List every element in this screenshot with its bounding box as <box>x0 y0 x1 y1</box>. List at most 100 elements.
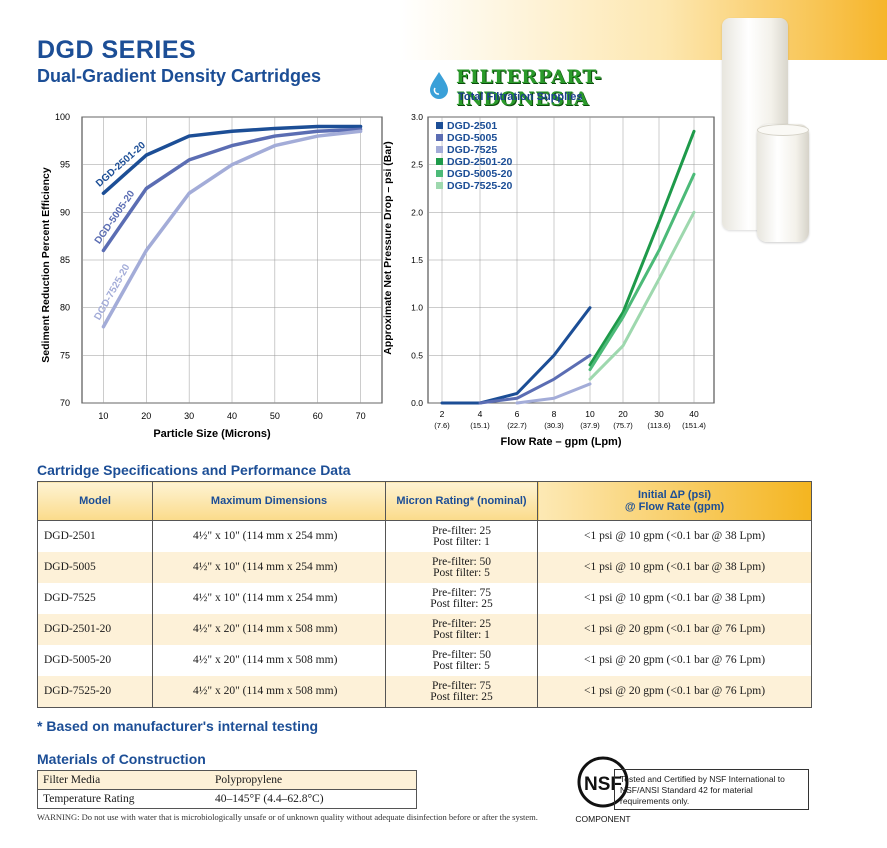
table-row: DGD-7525 4½" x 10" (114 mm x 254 mm) Pre-f… <box>37 583 812 614</box>
x-axis-title: Flow Rate – gpm (Lpm) <box>501 436 622 448</box>
model-cell: DGD-5005-20 <box>37 645 153 676</box>
legend-label: DGD-5005 <box>447 132 497 144</box>
col-header-dp-line1: Initial ΔP (psi) <box>637 489 712 501</box>
dimensions-cell: 4½" x 10" (114 mm x 254 mm) <box>152 552 386 583</box>
micron-cell: Pre-filter: 25 Post filter: 1 <box>385 614 538 645</box>
chart-legend: DGD-2501DGD-5005DGD-7525DGD-2501-20DGD-5… <box>436 120 513 192</box>
x-tick-sublabel: (15.1) <box>470 421 490 430</box>
y-tick-label: 3.0 <box>411 112 423 122</box>
water-drop-icon <box>430 72 448 99</box>
spec-table: Model Maximum Dimensions Micron Rating* … <box>37 481 812 708</box>
x-tick-label: 60 <box>313 411 323 421</box>
table-row: DGD-5005-20 4½" x 20" (114 mm x 508 mm) Pr… <box>37 645 812 676</box>
legend-swatch <box>436 170 443 177</box>
y-tick-label: 95 <box>60 160 70 170</box>
pressure-drop-cell: <1 psi @ 10 gpm (<0.1 bar @ 38 Lpm) <box>537 520 812 552</box>
pre-filter-rating: Pre-filter: 75 <box>431 586 492 599</box>
pre-filter-rating: Pre-filter: 25 <box>431 617 492 630</box>
post-filter-rating: Post filter: 25 <box>430 597 493 610</box>
y-tick-label: 0.0 <box>411 398 423 408</box>
table-row: DGD-5005 4½" x 10" (114 mm x 254 mm) Pre-f… <box>37 552 812 583</box>
legend-swatch <box>436 158 443 165</box>
series-line <box>588 172 696 372</box>
materials-row: Filter Media Polypropylene <box>37 770 417 790</box>
model-cell: DGD-7525 <box>37 583 153 614</box>
micron-cell: Pre-filter: 75 Post filter: 25 <box>385 676 538 708</box>
y-tick-label: 1.5 <box>411 255 423 265</box>
post-filter-rating: Post filter: 5 <box>433 566 490 579</box>
x-tick-label: 30 <box>184 411 194 421</box>
post-filter-rating: Post filter: 1 <box>433 628 490 641</box>
legend-swatch <box>436 122 443 129</box>
legend-label: DGD-7525 <box>447 144 497 156</box>
x-tick-sublabel: (37.9) <box>580 421 600 430</box>
dimensions-cell: 4½" x 10" (114 mm x 254 mm) <box>152 520 386 552</box>
x-tick-sublabel: (151.4) <box>682 421 706 430</box>
table-row: DGD-2501 4½" x 10" (114 mm x 254 mm) Pre-f… <box>37 520 812 552</box>
x-tick-label: 2 <box>440 409 445 419</box>
pre-filter-rating: Pre-filter: 50 <box>431 555 492 568</box>
series-line <box>588 129 696 367</box>
spec-table-header: Model Maximum Dimensions Micron Rating* … <box>37 481 812 521</box>
post-filter-rating: Post filter: 5 <box>433 659 490 672</box>
y-tick-label: 90 <box>60 207 70 217</box>
x-tick-label: 70 <box>356 411 366 421</box>
pressure-drop-cell: <1 psi @ 10 gpm (<0.1 bar @ 38 Lpm) <box>537 583 812 614</box>
series-line <box>101 124 363 196</box>
micron-cell: Pre-filter: 50 Post filter: 5 <box>385 552 538 583</box>
nsf-component-label: COMPONENT <box>575 814 630 824</box>
materials-value: 40–145°F (4.4–62.8°C) <box>210 789 417 809</box>
y-axis-title: Sediment Reduction Percent Efficiency <box>40 167 52 363</box>
efficiency-chart: 10 20 30 40 50 60 70707580859095100DGD-2501-20… <box>40 112 383 440</box>
micron-cell: Pre-filter: 75 Post filter: 25 <box>385 583 538 614</box>
y-tick-label: 70 <box>60 398 70 408</box>
col-header-dp: Initial ΔP (psi) @ Flow Rate (gpm) <box>537 481 812 521</box>
pre-filter-rating: Pre-filter: 75 <box>431 679 492 692</box>
y-tick-label: 2.0 <box>411 207 423 217</box>
dimensions-cell: 4½" x 20" (114 mm x 508 mm) <box>152 614 386 645</box>
y-tick-label: 80 <box>60 303 70 313</box>
y-tick-label: 0.5 <box>411 350 423 360</box>
legend-swatch <box>436 134 443 141</box>
legend-label: DGD-2501 <box>447 120 497 132</box>
spec-section-title: Cartridge Specifications and Performance… <box>37 462 351 478</box>
y-tick-label: 100 <box>55 112 70 122</box>
model-cell: DGD-5005 <box>37 552 153 583</box>
x-axis-title: Particle Size (Microns) <box>153 428 271 440</box>
micron-cell: Pre-filter: 25 Post filter: 1 <box>385 520 538 552</box>
series-line <box>588 210 696 381</box>
table-row: DGD-7525-20 4½" x 20" (114 mm x 508 mm) Pr… <box>37 676 812 708</box>
legend-label: DGD-2501-20 <box>447 156 513 168</box>
dimensions-cell: 4½" x 20" (114 mm x 508 mm) <box>152 676 386 708</box>
materials-label: Temperature Rating <box>37 789 210 809</box>
footnote: * Based on manufacturer's internal testi… <box>37 718 319 734</box>
legend-swatch <box>436 182 443 189</box>
materials-row: Temperature Rating 40–145°F (4.4–62.8°C) <box>37 789 417 809</box>
model-cell: DGD-2501-20 <box>37 614 153 645</box>
post-filter-rating: Post filter: 1 <box>433 535 490 548</box>
x-tick-label: 4 <box>478 409 483 419</box>
col-header-dimensions: Maximum Dimensions <box>152 481 386 521</box>
pressure-drop-cell: <1 psi @ 20 gpm (<0.1 bar @ 76 Lpm) <box>537 676 812 708</box>
y-tick-label: 2.5 <box>411 160 423 170</box>
materials-value: Polypropylene <box>210 770 417 790</box>
model-cell: DGD-7525-20 <box>37 676 153 708</box>
x-tick-label: 10 <box>585 409 595 419</box>
x-tick-label: 8 <box>552 409 557 419</box>
post-filter-rating: Post filter: 25 <box>430 690 493 703</box>
col-header-micron: Micron Rating* (nominal) <box>385 481 538 521</box>
x-tick-label: 40 <box>689 409 699 419</box>
warning-text: WARNING: Do not use with water that is m… <box>37 812 538 822</box>
materials-title: Materials of Construction <box>37 751 206 767</box>
dimensions-cell: 4½" x 10" (114 mm x 254 mm) <box>152 583 386 614</box>
x-tick-label: 10 <box>98 411 108 421</box>
pressure-drop-cell: <1 psi @ 20 gpm (<0.1 bar @ 76 Lpm) <box>537 614 812 645</box>
materials-table: Filter Media Polypropylene Temperature R… <box>37 770 417 809</box>
series-line <box>101 129 363 329</box>
y-tick-label: 75 <box>60 350 70 360</box>
x-tick-label: 20 <box>141 411 151 421</box>
y-tick-label: 85 <box>60 255 70 265</box>
table-row: DGD-2501-20 4½" x 20" (114 mm x 508 mm) Pr… <box>37 614 812 645</box>
y-tick-label: 1.0 <box>411 303 423 313</box>
series-line <box>440 306 592 405</box>
